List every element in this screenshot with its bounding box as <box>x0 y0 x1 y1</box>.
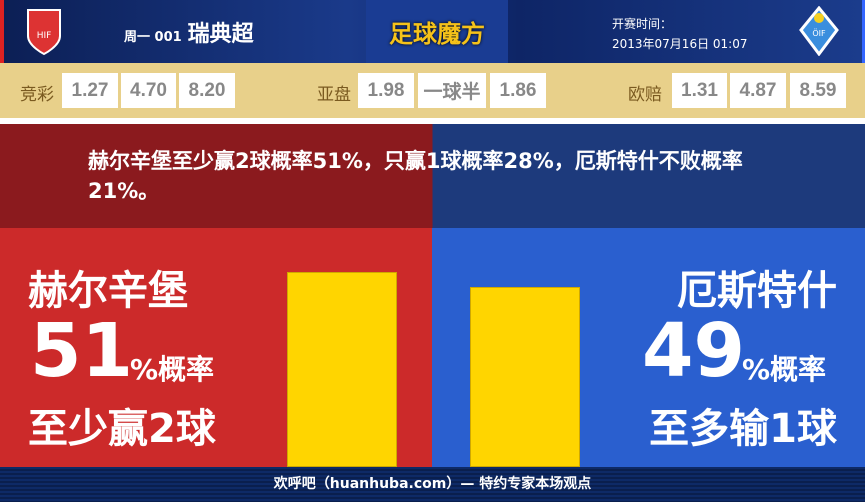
home-team-logo: HIF <box>27 9 61 56</box>
home-probability-bar <box>287 272 397 467</box>
away-percent: 49 <box>642 308 745 394</box>
home-desc: 至少赢2球 <box>28 406 216 452</box>
summary-panel: 赫尔辛堡至少赢2球概率51%，只赢1球概率28%，厄斯特什不败概率21%。 <box>0 124 865 228</box>
summary-text: 赫尔辛堡至少赢2球概率51%，只赢1球概率28%，厄斯特什不败概率21%。 <box>88 149 743 203</box>
jc-odd: 8.20 <box>179 73 235 108</box>
op-odd: 1.31 <box>672 73 727 108</box>
yp-odd: 1.86 <box>490 73 546 108</box>
match-info: 周一 001 瑞典超 <box>124 16 254 48</box>
home-percent: 51 <box>30 308 133 394</box>
home-team-name: 赫尔辛堡 <box>28 268 188 314</box>
op-odd: 4.87 <box>730 73 786 108</box>
odds-bar: 竞彩 1.27 4.70 8.20 亚盘 1.98 一球半 1.86 欧赔 1.… <box>0 63 865 118</box>
yp-handicap: 一球半 <box>418 73 486 108</box>
svg-text:HIF: HIF <box>37 31 52 41</box>
yp-label: 亚盘 <box>317 85 351 104</box>
svg-text:ÖIF: ÖIF <box>812 28 826 38</box>
kickoff-value: 2013年07月16日 01:07 <box>612 37 748 51</box>
away-desc: 至多输1球 <box>649 406 837 452</box>
footer: 欢呼吧（huanhuba.com）— 特约专家本场观点 <box>0 467 865 502</box>
brand-logo: 足球魔方 <box>366 0 508 63</box>
away-probability-bar <box>470 287 580 467</box>
away-panel: 厄斯特什 49 %概率 至多输1球 <box>432 228 865 467</box>
op-odd: 8.59 <box>790 73 846 108</box>
match-number: 周一 001 <box>124 30 182 45</box>
op-label: 欧赔 <box>628 85 662 104</box>
home-panel: 赫尔辛堡 51 %概率 至少赢2球 <box>0 228 432 467</box>
jc-odd: 1.27 <box>62 73 118 108</box>
yp-odd: 1.98 <box>358 73 414 108</box>
jc-label: 竞彩 <box>20 85 54 104</box>
away-team-logo: ÖIF <box>799 6 839 56</box>
header: HIF 周一 001 瑞典超 足球魔方 开赛时间： 2013年07月16日 01… <box>0 0 865 63</box>
league-name: 瑞典超 <box>187 22 254 47</box>
jc-odd: 4.70 <box>121 73 176 108</box>
away-team-name: 厄斯特什 <box>677 268 837 314</box>
away-percent-suffix: %概率 <box>742 353 827 386</box>
home-percent-suffix: %概率 <box>130 353 215 386</box>
kickoff-label: 开赛时间： <box>612 17 673 31</box>
kickoff-time: 开赛时间： 2013年07月16日 01:07 <box>612 14 747 54</box>
